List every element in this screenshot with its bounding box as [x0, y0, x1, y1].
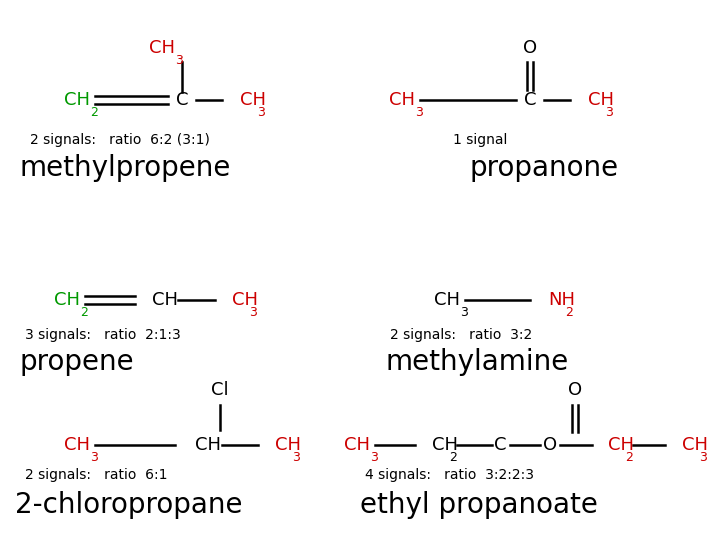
Text: 2: 2 — [80, 306, 88, 319]
Text: methylpropene: methylpropene — [20, 154, 231, 182]
Text: 2: 2 — [565, 306, 573, 319]
Text: 2 signals:   ratio  6:1: 2 signals: ratio 6:1 — [25, 468, 168, 482]
Text: 4 signals:   ratio  3:2:2:3: 4 signals: ratio 3:2:2:3 — [365, 468, 534, 482]
Text: C: C — [176, 91, 188, 109]
Text: CH: CH — [64, 436, 90, 454]
Text: 2: 2 — [90, 106, 98, 119]
Text: CH: CH — [434, 291, 460, 309]
Text: C: C — [523, 91, 536, 109]
Text: 3: 3 — [249, 306, 257, 319]
Text: CH: CH — [682, 436, 708, 454]
Text: 3: 3 — [292, 451, 300, 464]
Text: 2 signals:   ratio  6:2 (3:1): 2 signals: ratio 6:2 (3:1) — [30, 133, 210, 147]
Text: CH: CH — [432, 436, 458, 454]
Text: 3: 3 — [90, 451, 98, 464]
Text: 3 signals:   ratio  2:1:3: 3 signals: ratio 2:1:3 — [25, 328, 181, 342]
Text: 3: 3 — [175, 54, 183, 67]
Text: Cl: Cl — [211, 381, 229, 399]
Text: O: O — [543, 436, 557, 454]
Text: CH: CH — [240, 91, 266, 109]
Text: CH: CH — [588, 91, 614, 109]
Text: CH: CH — [232, 291, 258, 309]
Text: CH: CH — [54, 291, 80, 309]
Text: 3: 3 — [415, 106, 423, 119]
Text: CH: CH — [64, 91, 90, 109]
Text: CH: CH — [608, 436, 634, 454]
Text: 2: 2 — [449, 451, 457, 464]
Text: CH: CH — [149, 39, 175, 57]
Text: 3: 3 — [257, 106, 265, 119]
Text: CH: CH — [275, 436, 301, 454]
Text: 3: 3 — [460, 306, 468, 319]
Text: C: C — [494, 436, 506, 454]
Text: propene: propene — [20, 348, 135, 376]
Text: 2 signals:   ratio  3:2: 2 signals: ratio 3:2 — [390, 328, 532, 342]
Text: 2: 2 — [625, 451, 633, 464]
Text: CH: CH — [195, 436, 221, 454]
Text: 3: 3 — [370, 451, 378, 464]
Text: O: O — [568, 381, 582, 399]
Text: CH: CH — [152, 291, 178, 309]
Text: CH: CH — [344, 436, 370, 454]
Text: methylamine: methylamine — [385, 348, 568, 376]
Text: propanone: propanone — [470, 154, 619, 182]
Text: 3: 3 — [699, 451, 707, 464]
Text: 1 signal: 1 signal — [453, 133, 507, 147]
Text: NH: NH — [548, 291, 575, 309]
Text: O: O — [523, 39, 537, 57]
Text: ethyl propanoate: ethyl propanoate — [360, 491, 598, 519]
Text: 2-chloropropane: 2-chloropropane — [15, 491, 243, 519]
Text: CH: CH — [389, 91, 415, 109]
Text: 3: 3 — [605, 106, 613, 119]
